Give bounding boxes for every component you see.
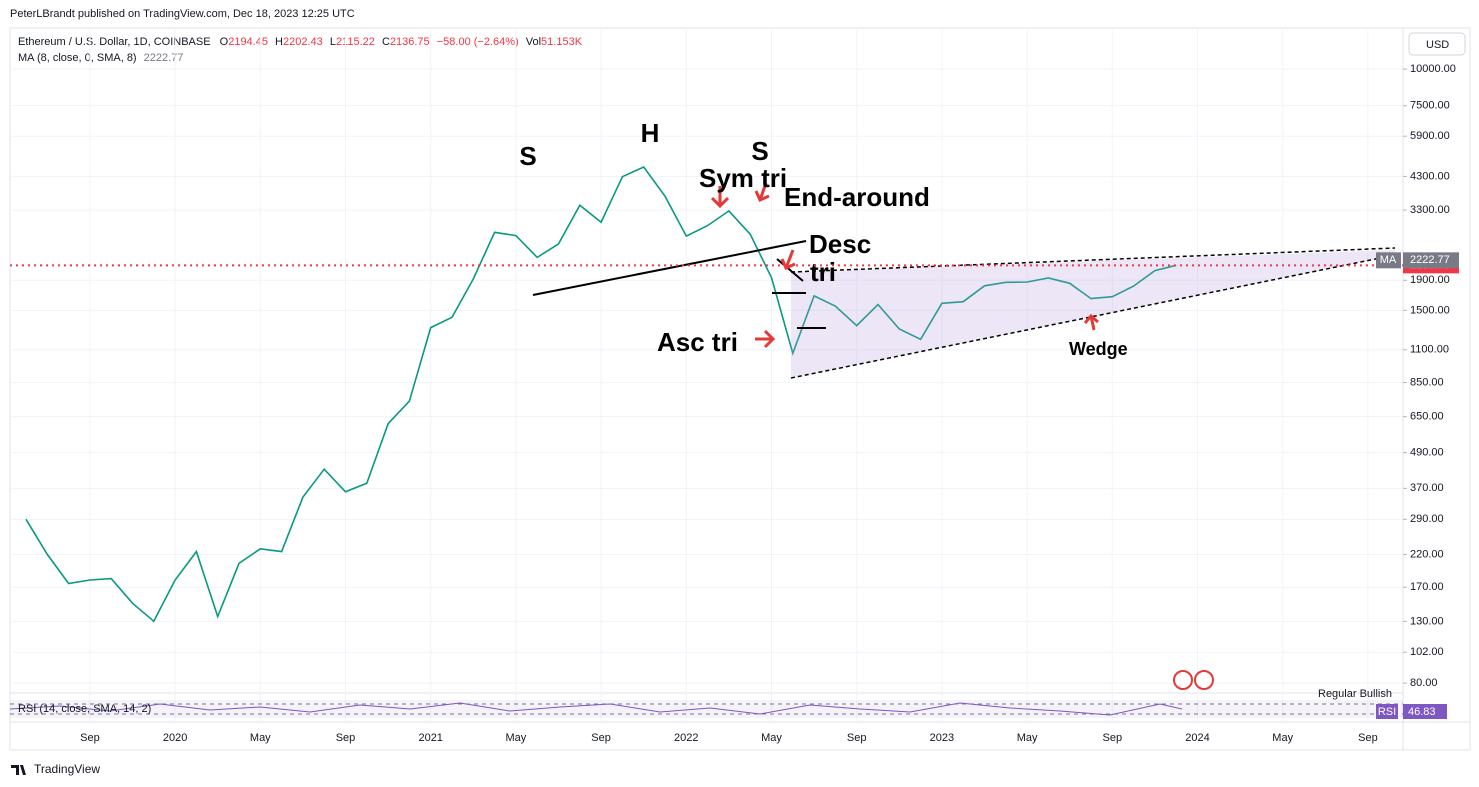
y-tick-label: 850.00 — [1410, 376, 1444, 388]
x-tick-label: Sep — [80, 732, 100, 744]
annotation: End-around — [784, 182, 930, 212]
ma-tag-box — [1376, 252, 1401, 269]
x-tick-label: Sep — [1358, 732, 1378, 744]
high: 2202.43 — [283, 36, 323, 48]
arrow — [754, 182, 770, 202]
footer: TradingView — [34, 762, 100, 776]
ma-legend-value: 2222.77 — [144, 52, 184, 64]
rsi-value-box — [1403, 704, 1447, 719]
rsi-line — [9, 702, 1183, 716]
wedge-upper — [790, 247, 1396, 273]
annotation: Sym tri — [699, 163, 787, 193]
y-tick-label: 1500.00 — [1410, 304, 1450, 316]
vol: 51.153K — [541, 36, 583, 48]
y-tick-label: 170.00 — [1410, 581, 1444, 593]
y-tick-label: 7500.00 — [1410, 100, 1450, 112]
event-icon[interactable] — [1194, 670, 1214, 690]
arrow — [755, 329, 776, 349]
chart-frame — [9, 27, 1471, 751]
desc-tri-line — [776, 258, 804, 282]
x-tick-label: Sep — [847, 732, 867, 744]
x-tick-label: 2020 — [163, 732, 187, 744]
vol-label: Vol — [526, 36, 541, 48]
rsi-band — [10, 700, 1403, 718]
annotation: tri — [810, 257, 836, 287]
open: 2194.45 — [228, 36, 268, 48]
currency[interactable]: USD — [1426, 39, 1449, 51]
y-tick-label: 220.00 — [1410, 548, 1444, 560]
x-tick-label: May — [761, 732, 782, 744]
rsi-divergence: Regular Bullish — [1318, 688, 1392, 700]
rsi-tag: RSI — [1378, 706, 1396, 718]
y-tick-label: 490.00 — [1410, 447, 1444, 459]
arrow — [710, 186, 730, 209]
drawings — [532, 182, 1396, 379]
y-tick-label: 290.00 — [1410, 513, 1444, 525]
x-tick-label: 2023 — [930, 732, 954, 744]
y-tick-label: 3300.00 — [1410, 204, 1450, 216]
price-line — [25, 166, 1177, 623]
annotation: Wedge — [1069, 339, 1128, 359]
close-label: C — [382, 36, 390, 48]
y-tick-label: 102.00 — [1410, 646, 1444, 658]
x-tick-label: May — [1272, 732, 1293, 744]
x-tick-label: May — [250, 732, 271, 744]
currency-button[interactable] — [1408, 32, 1466, 56]
low: 2115.22 — [336, 36, 375, 48]
y-tick-label: 80.00 — [1410, 677, 1438, 689]
rsi-tag-box — [1376, 704, 1398, 719]
x-tick-label: 2022 — [674, 732, 698, 744]
x-tick-label: May — [506, 732, 527, 744]
open-label: O — [220, 36, 229, 48]
ma-tag: MA — [1380, 254, 1397, 266]
x-tick-label: 2024 — [1185, 732, 1209, 744]
annotation: Desc — [809, 229, 871, 259]
publisher: PeterLBrandt published on TradingView.co… — [10, 8, 355, 20]
close: 2136.75 — [390, 36, 430, 48]
annotation: H — [641, 118, 660, 148]
neckline — [532, 240, 807, 296]
wedge-fill — [791, 250, 1395, 378]
annotation: S — [751, 136, 768, 166]
ma-value-label: 2222.77 — [1410, 254, 1450, 266]
y-tick-label: 650.00 — [1410, 411, 1444, 423]
ma-legend-text: MA (8, close, 0, SMA, 8) — [18, 52, 137, 64]
change: −58.00 (−2.64%) — [437, 36, 519, 48]
x-tick-label: 2021 — [418, 732, 442, 744]
low-label: L — [330, 36, 336, 48]
y-tick-label: 130.00 — [1410, 615, 1444, 627]
symbol: Ethereum / U.S. Dollar, 1D, COINBASE — [18, 36, 211, 48]
y-tick-label: 1900.00 — [1410, 274, 1450, 286]
annotation: Asc tri — [657, 327, 738, 357]
ma-legend: MA (8, close, 0, SMA, 8) 2222.77 — [18, 52, 183, 64]
event-icon[interactable] — [1173, 670, 1193, 690]
rsi-legend: RSI (14, close, SMA, 14, 2) — [18, 703, 151, 715]
y-tick-label: 1100.00 — [1410, 344, 1449, 356]
x-tick-label: Sep — [336, 732, 356, 744]
y-tick-label: 370.00 — [1410, 482, 1444, 494]
x-tick-label: Sep — [591, 732, 611, 744]
rsi-value: 46.83 — [1408, 706, 1436, 718]
x-tick-label: Sep — [1103, 732, 1123, 744]
y-tick-label: 5900.00 — [1410, 130, 1450, 142]
y-tick-label: 10000.00 — [1410, 63, 1456, 75]
arrow — [1083, 313, 1099, 331]
legend: Ethereum / U.S. Dollar, 1D, COINBASE O21… — [18, 36, 583, 48]
ma-value-box — [1403, 252, 1459, 269]
footer-logo — [11, 765, 26, 775]
arrow — [780, 249, 796, 270]
annotation: S — [519, 141, 536, 171]
y-tick-label: 4300.00 — [1410, 170, 1450, 182]
x-tick-label: May — [1017, 732, 1038, 744]
high-label: H — [275, 36, 283, 48]
